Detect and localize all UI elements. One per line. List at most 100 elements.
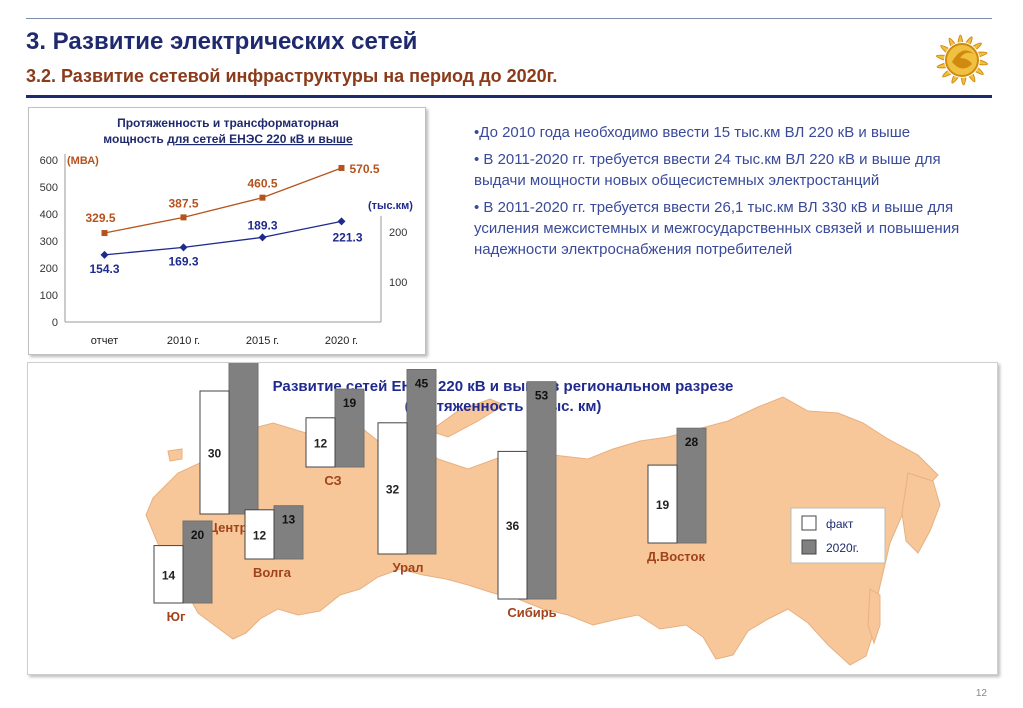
data-point	[101, 230, 108, 237]
logo-ray	[979, 59, 989, 66]
left-tick-label: 0	[52, 317, 58, 329]
x-tick-label: 2015 г.	[246, 335, 279, 347]
data-point	[100, 250, 109, 259]
data-label: 221.3	[332, 230, 362, 244]
novaya-zemlya-shape	[428, 398, 506, 438]
chart-title-line1: Протяженность и трансформаторная	[117, 116, 339, 130]
x-tick-label: отчет	[91, 335, 118, 347]
region-label: Юг	[167, 609, 186, 624]
logo-ray	[975, 67, 984, 75]
data-label: 329.5	[85, 211, 115, 225]
chart-title-underlined: для сетей ЕНЭС 220 кВ и выше	[167, 132, 353, 146]
bar-target	[182, 520, 213, 604]
data-label: 189.3	[247, 218, 277, 232]
logo-ray	[935, 54, 945, 61]
logo-ray	[978, 51, 988, 58]
data-label: 460.5	[247, 177, 277, 191]
region-label: Волга	[253, 565, 292, 580]
region-label: Центр	[208, 520, 247, 535]
right-tick-label: 200	[389, 227, 407, 239]
bar-target-label: 13	[282, 513, 296, 527]
chart-title-plain: мощность	[103, 132, 167, 146]
data-point	[258, 233, 267, 242]
data-point	[179, 243, 188, 252]
data-label: 570.5	[350, 162, 380, 176]
kamchatka-shape	[901, 472, 941, 554]
regional-map: Развитие сетей ЕНЭС 220 кВ и выше в реги…	[145, 363, 941, 666]
bar-target	[228, 363, 259, 515]
bar-fact	[497, 450, 528, 600]
region-label: СЗ	[324, 473, 341, 488]
left-tick-label: 300	[40, 236, 58, 248]
data-label: 169.3	[168, 254, 198, 268]
bar-fact-label: 32	[386, 482, 400, 496]
logo-ray	[942, 70, 951, 78]
bullet-item: • В 2011-2020 гг. требуется ввести 24 ты…	[474, 151, 941, 189]
region-label: Сибирь	[507, 605, 556, 620]
logo-ray	[948, 37, 956, 47]
regional-map-panel: Развитие сетей ЕНЭС 220 кВ и выше в реги…	[27, 362, 998, 675]
left-tick-label: 500	[40, 182, 58, 194]
left-tick-label: 200	[40, 263, 58, 275]
page-title: 3. Развитие электрических сетей	[26, 28, 418, 55]
x-tick-label: 2020 г.	[325, 335, 358, 347]
bar-fact	[647, 464, 678, 544]
title-divider	[26, 95, 992, 98]
bar-fact-label: 12	[314, 436, 328, 450]
logo-ray	[973, 42, 982, 50]
bar-fact	[244, 509, 275, 560]
region-label: Д.Восток	[647, 549, 705, 564]
bar-fact	[199, 390, 230, 515]
bar-target-label: 19	[343, 396, 357, 410]
map-title-line1: Развитие сетей ЕНЭС 220 кВ и выше в реги…	[273, 378, 734, 395]
bar-target-label: 20	[191, 528, 205, 542]
bar-fact-label: 14	[162, 568, 176, 582]
line-chart: Протяженность и трансформаторная мощност…	[40, 116, 414, 347]
sakhalin-shape	[867, 588, 881, 645]
legend-label: 2020г.	[826, 541, 859, 555]
data-point	[180, 214, 187, 221]
bar-target-label: 45	[415, 377, 429, 391]
series-line-right	[104, 220, 342, 256]
bar-fact-label: 30	[208, 447, 222, 461]
sun-logo-icon	[935, 34, 989, 86]
logo-ray	[951, 75, 959, 84]
bar-target-label: 53	[535, 389, 549, 403]
bar-target-label: 28	[685, 435, 699, 449]
top-divider	[26, 18, 992, 19]
series-line-left	[104, 167, 342, 234]
page-subtitle: 3.2. Развитие сетевой инфраструктуры на …	[26, 66, 558, 86]
data-label: 387.5	[168, 196, 198, 210]
bar-fact-label: 36	[506, 519, 520, 533]
right-tick-label: 100	[389, 277, 407, 289]
line-chart-panel: Протяженность и трансформаторная мощност…	[28, 107, 426, 355]
bar-target	[406, 369, 437, 555]
bar-fact-label: 19	[656, 498, 670, 512]
logo-ray	[968, 73, 976, 83]
logo-ray	[936, 62, 946, 69]
page-number: 12	[975, 688, 987, 699]
logo-ray	[940, 45, 949, 53]
left-axis-unit: (МВА)	[67, 155, 99, 167]
data-point	[259, 194, 266, 201]
data-label: 154.3	[89, 262, 119, 276]
bar-fact	[305, 417, 336, 468]
legend-swatch	[801, 539, 817, 555]
x-tick-label: 2010 г.	[167, 335, 200, 347]
logo-ray	[965, 36, 973, 45]
logo-ray	[960, 77, 967, 86]
logo-ray	[957, 34, 964, 43]
data-point	[337, 217, 346, 226]
bar-fact	[377, 422, 408, 555]
bar-target	[526, 381, 557, 600]
right-axis-unit: (тыс.км)	[368, 200, 413, 212]
left-tick-label: 100	[40, 290, 58, 302]
legend-label: факт	[826, 517, 854, 531]
bullet-item: •До 2010 года необходимо ввести 15 тыс.к…	[474, 124, 911, 141]
left-tick-label: 400	[40, 209, 58, 221]
legend-swatch	[801, 515, 817, 531]
data-point	[338, 164, 345, 171]
bar-fact	[153, 545, 184, 604]
bar-target	[676, 427, 707, 544]
kaliningrad-shape	[167, 448, 183, 462]
